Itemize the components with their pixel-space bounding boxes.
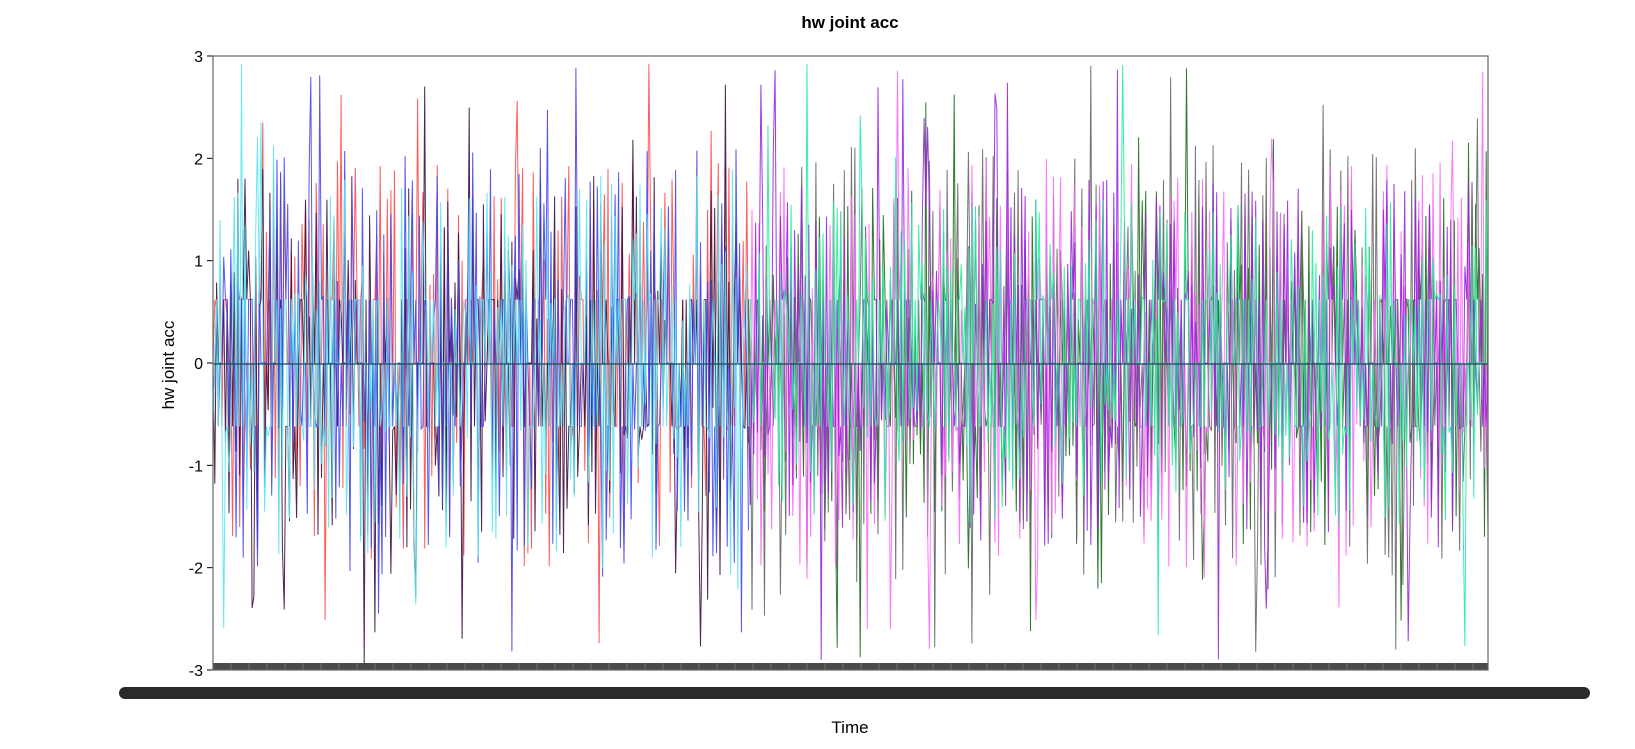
chart-title: hw joint acc <box>801 13 898 32</box>
series-line-3 <box>213 67 749 652</box>
y-axis-ticks: -3 -2 -1 0 1 2 3 <box>189 49 213 680</box>
series-line-2 <box>213 84 749 664</box>
plot-frame <box>212 55 1489 671</box>
y-tick-label: 0 <box>194 356 203 373</box>
y-tick-label: 1 <box>194 254 203 271</box>
plot-series <box>213 63 1488 664</box>
y-tick-label: -3 <box>189 663 203 680</box>
y-tick-label: 3 <box>194 49 203 66</box>
series-line-8 <box>748 69 1488 660</box>
y-tick-label: 2 <box>194 151 203 168</box>
y-axis-label: hw joint acc <box>159 320 178 409</box>
bottom-band <box>213 663 1488 670</box>
series-line-4 <box>213 64 749 628</box>
y-tick-label: -1 <box>189 458 203 475</box>
y-tick-label: -2 <box>189 561 203 578</box>
series-line-9 <box>748 63 1488 647</box>
horizontal-scrollbar[interactable] <box>119 687 1590 699</box>
bottom-band-ticks <box>212 663 1474 670</box>
x-axis-label: Time <box>831 718 868 737</box>
